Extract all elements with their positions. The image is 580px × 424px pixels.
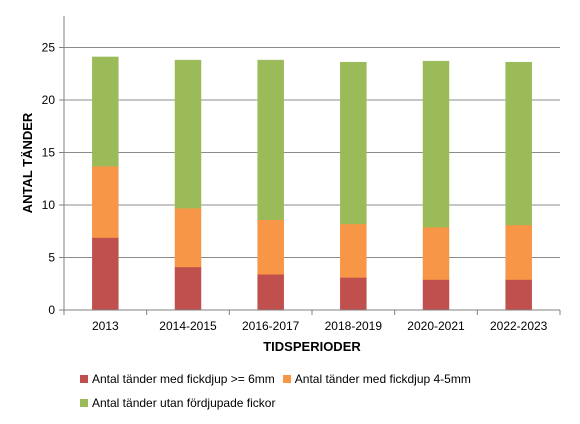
bar-segment-1: [340, 223, 367, 278]
y-axis-title: ANTAL TÄNDER: [20, 112, 35, 213]
legend-row-2: Antal tänder utan fördjupade fickor: [80, 394, 560, 412]
legend-item-no-pockets: Antal tänder utan fördjupade fickor: [80, 396, 275, 410]
bar-segment-1: [174, 207, 202, 268]
legend-swatch-no-pockets: [80, 399, 88, 407]
legend-label-medium-pockets: Antal tänder med fickdjup 4-5mm: [294, 372, 471, 386]
legend-label-deep-pockets: Antal tänder med fickdjup >= 6mm: [92, 372, 275, 386]
y-tick-label: 10: [42, 198, 56, 212]
legend-swatch-deep-pockets: [80, 375, 88, 383]
legend-item-medium-pockets: Antal tänder med fickdjup 4-5mm: [282, 372, 471, 386]
gridlines: [64, 47, 560, 258]
x-tick-label: 2022-2023: [490, 319, 548, 333]
x-axis-title: TIDSPERIODER: [263, 339, 361, 354]
bar-segment-2: [174, 59, 202, 209]
legend-swatch-medium-pockets: [282, 375, 291, 383]
bar-segment-1: [422, 226, 450, 280]
legend-row-1: Antal tänder med fickdjup >= 6mm Antal t…: [80, 370, 560, 388]
x-tick-label: 2018-2019: [325, 319, 383, 333]
y-tick-label: 5: [48, 251, 55, 265]
bar-segment-2: [92, 56, 119, 167]
bar-segment-1: [257, 219, 284, 275]
x-tick-label: 2013: [92, 319, 119, 333]
bar-segment-0: [174, 266, 202, 311]
bar-segment-2: [422, 60, 450, 228]
bar-segment-0: [92, 237, 119, 311]
y-tick-label: 20: [42, 93, 56, 107]
y-tick-label: 25: [42, 41, 56, 55]
legend-item-deep-pockets: Antal tänder med fickdjup >= 6mm: [80, 372, 275, 386]
tick-labels: 0 5 10 15 20 25 2013 2014-2015 2016-2017 2018-201…: [42, 41, 548, 334]
bars: [92, 56, 532, 311]
bar-segment-2: [505, 61, 532, 226]
legend-label-no-pockets: Antal tänder utan fördjupade fickor: [92, 396, 276, 410]
bar-segment-1: [505, 224, 532, 280]
bar-segment-0: [257, 274, 284, 311]
bar-segment-0: [422, 279, 450, 311]
axes: [59, 16, 561, 315]
x-tick-label: 2016-2017: [242, 319, 300, 333]
y-tick-label: 15: [42, 146, 56, 160]
bar-segment-0: [505, 279, 532, 311]
y-tick-label: 0: [48, 303, 55, 317]
bar-segment-2: [257, 59, 284, 220]
legend: Antal tänder med fickdjup >= 6mm Antal t…: [80, 370, 560, 418]
bar-segment-1: [92, 165, 119, 238]
x-tick-label: 2020-2021: [407, 319, 465, 333]
x-tick-label: 2014-2015: [159, 319, 217, 333]
bar-segment-0: [340, 277, 367, 311]
bar-segment-2: [340, 61, 367, 225]
